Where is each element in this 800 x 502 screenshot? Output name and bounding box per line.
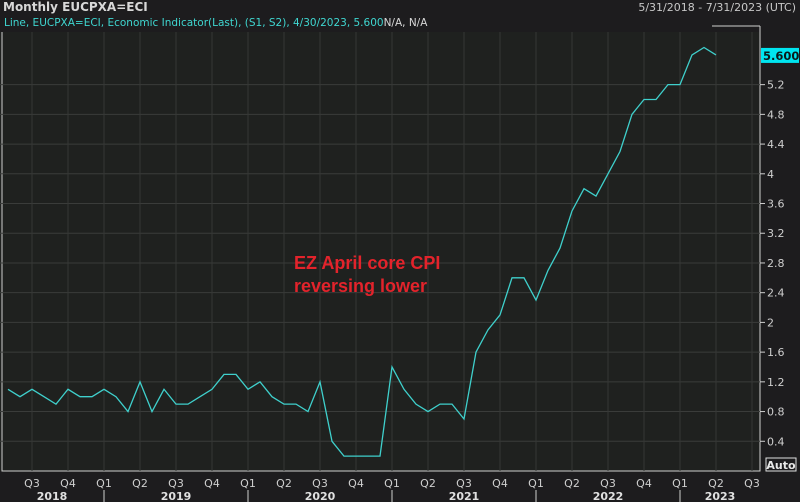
x-quarter-label: Q2: [276, 477, 292, 490]
plot-area: [0, 32, 760, 471]
x-quarter-label: Q3: [312, 477, 328, 490]
x-quarter-label: Q3: [744, 477, 760, 490]
y-tick-label: 5.2: [767, 79, 785, 92]
y-tick-label: 2.4: [767, 287, 785, 300]
x-quarter-label: Q1: [240, 477, 256, 490]
x-quarter-label: Q1: [96, 477, 112, 490]
last-value-badge: [761, 47, 799, 63]
chart-title: Monthly EUCPXA=ECI: [3, 0, 148, 14]
y-tick-label: 0.8: [767, 406, 785, 419]
x-quarter-label: Q2: [708, 477, 724, 490]
y-tick-label: 4.4: [767, 138, 785, 151]
y-tick-label: 4: [767, 168, 774, 181]
x-quarter-label: Q3: [24, 477, 40, 490]
auto-button[interactable]: [765, 457, 797, 472]
x-quarter-label: Q1: [528, 477, 544, 490]
date-range[interactable]: 5/31/2018 - 7/31/2023 (UTC): [638, 1, 796, 14]
y-tick-label: 2.8: [767, 257, 785, 270]
x-year-label: 2018: [37, 490, 68, 502]
x-quarter-label: Q3: [600, 477, 616, 490]
legend-text: Line, EUCPXA=ECI, Economic Indicator(Las…: [4, 17, 384, 29]
x-quarter-label: Q2: [420, 477, 436, 490]
x-quarter-label: Q4: [348, 477, 364, 490]
x-quarter-label: Q2: [132, 477, 148, 490]
x-year-label: 2021: [449, 490, 480, 502]
series-line: [7, 46, 717, 457]
plot-frame: [1, 26, 761, 472]
x-year-label: 2022: [593, 490, 624, 502]
annotation-line-2: reversing lower: [294, 276, 428, 296]
annotation-line-1: EZ April core CPI: [294, 253, 441, 273]
y-tick-label: 1.2: [767, 376, 785, 389]
x-year-label: 2020: [305, 490, 336, 502]
x-quarter-label: Q2: [564, 477, 580, 490]
y-tick-label: 1.6: [767, 346, 785, 359]
x-quarter-label: Q4: [636, 477, 652, 490]
x-quarter-label: Q3: [168, 477, 184, 490]
y-tick-label: 2: [767, 316, 774, 329]
x-quarter-label: Q1: [384, 477, 400, 490]
y-tick-label: 4.8: [767, 108, 785, 121]
auto-button-label[interactable]: Auto: [766, 459, 796, 472]
legend-suffix: N/A, N/A: [383, 17, 428, 29]
last-value-label: 5.600: [763, 49, 799, 63]
x-year-label: 2023: [705, 490, 736, 502]
x-quarter-label: Q1: [672, 477, 688, 490]
x-quarter-label: Q4: [60, 477, 76, 490]
x-quarter-label: Q4: [204, 477, 220, 490]
y-tick-label: 3.2: [767, 227, 785, 240]
series-legend[interactable]: Line, EUCPXA=ECI, Economic Indicator(Las…: [4, 17, 427, 29]
x-quarter-label: Q4: [492, 477, 508, 490]
y-tick-label: 0.4: [767, 435, 785, 448]
annotation: EZ April core CPI reversing lower: [294, 252, 440, 298]
y-tick-label: 3.6: [767, 198, 785, 211]
x-year-label: 2019: [161, 490, 192, 502]
x-quarter-label: Q3: [456, 477, 472, 490]
